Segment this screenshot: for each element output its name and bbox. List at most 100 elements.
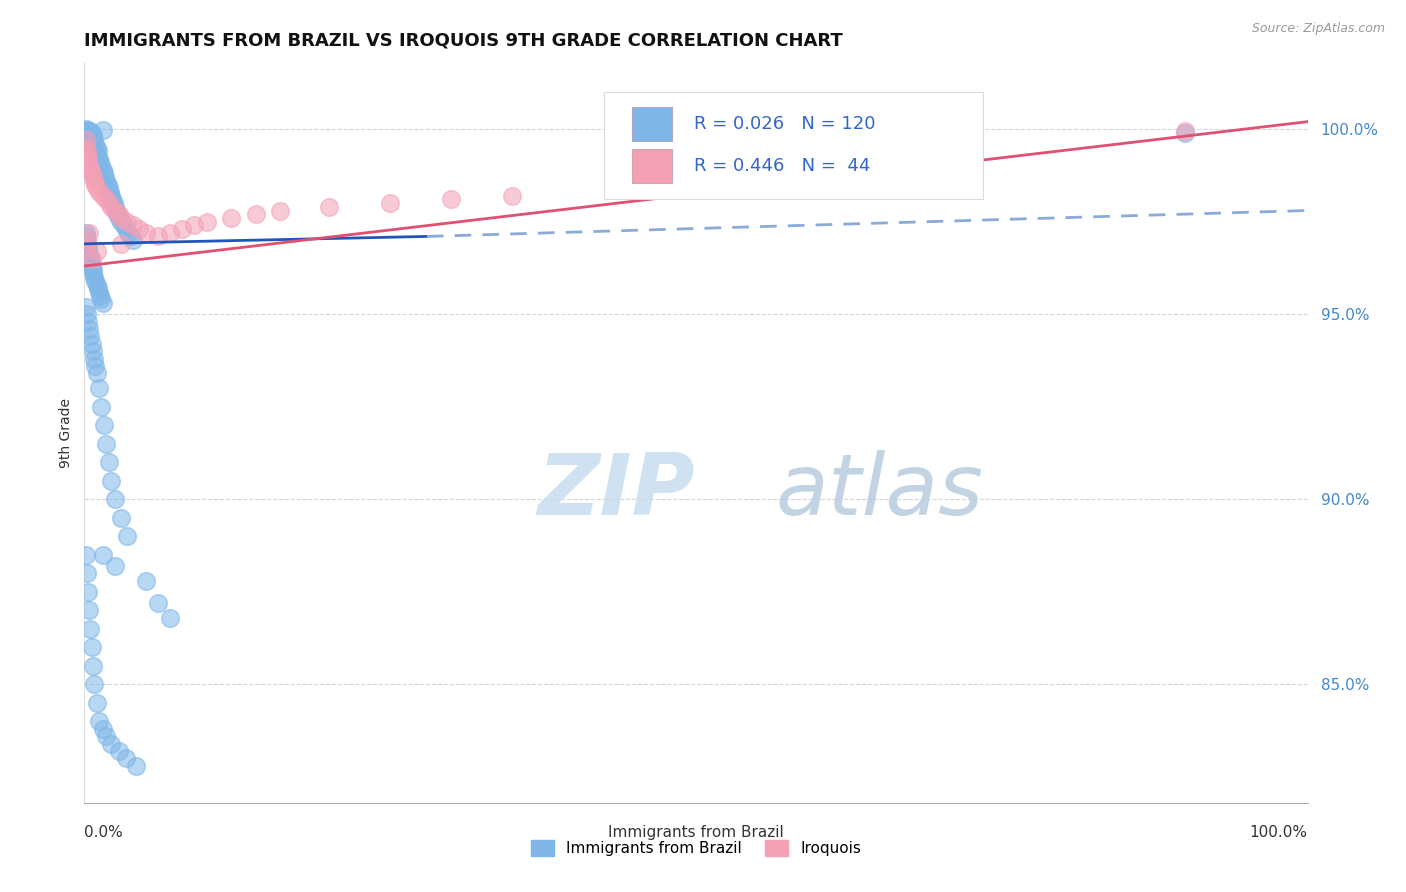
Point: [83, 174, 105, 188]
Point: [172, 222, 194, 236]
Point: [117, 226, 139, 240]
Point: [87, 145, 110, 159]
Point: [77, 133, 100, 147]
Point: [245, 207, 267, 221]
Point: [84, 136, 107, 151]
Point: [122, 233, 145, 247]
Point: [104, 200, 127, 214]
Point: [86, 277, 108, 292]
Point: [104, 492, 127, 507]
Point: [115, 751, 138, 765]
Point: [94, 170, 117, 185]
Point: [100, 200, 122, 214]
Point: [146, 229, 169, 244]
Point: [104, 203, 127, 218]
Point: [84, 274, 107, 288]
Point: [159, 226, 181, 240]
Point: [96, 436, 118, 450]
Point: [89, 155, 111, 169]
Bar: [633, 150, 672, 183]
Point: [159, 611, 181, 625]
Point: [77, 126, 100, 140]
Point: [101, 193, 124, 207]
Point: [125, 759, 148, 773]
Point: [84, 145, 107, 159]
Point: [80, 133, 103, 147]
Point: [83, 133, 105, 147]
Point: [75, 241, 97, 255]
Point: [75, 548, 97, 562]
Point: [269, 203, 291, 218]
Point: [440, 193, 463, 207]
Text: R = 0.026   N = 120: R = 0.026 N = 120: [693, 115, 875, 133]
Point: [82, 129, 104, 144]
Point: [75, 133, 97, 147]
Point: [96, 193, 118, 207]
Point: [96, 174, 118, 188]
Point: [105, 207, 128, 221]
Text: ZIP: ZIP: [537, 450, 695, 533]
Point: [87, 152, 110, 166]
Point: [76, 307, 98, 321]
Legend: Immigrants from Brazil, Iroquois: Immigrants from Brazil, Iroquois: [524, 834, 868, 862]
Point: [93, 418, 115, 433]
Point: [82, 262, 104, 277]
Point: [77, 584, 100, 599]
Point: [100, 474, 122, 488]
Point: [1174, 126, 1197, 140]
Point: [219, 211, 242, 225]
Point: [80, 640, 103, 655]
Text: atlas: atlas: [776, 450, 983, 533]
Point: [115, 222, 138, 236]
Point: [76, 123, 98, 137]
Point: [97, 178, 120, 192]
Point: [110, 214, 132, 228]
Point: [90, 293, 112, 307]
Point: [135, 226, 157, 240]
Point: [110, 236, 132, 251]
Text: 100.0%: 100.0%: [1250, 825, 1308, 840]
Point: [86, 181, 108, 195]
Point: [87, 281, 110, 295]
Point: [77, 129, 100, 144]
Point: [79, 622, 101, 636]
Point: [105, 203, 128, 218]
Point: [110, 211, 132, 225]
Point: [82, 136, 104, 151]
Point: [86, 148, 108, 162]
Point: [91, 162, 114, 177]
Point: [77, 129, 100, 144]
Point: [80, 252, 103, 266]
Text: Immigrants from Brazil: Immigrants from Brazil: [609, 825, 785, 840]
Point: [103, 196, 125, 211]
Point: [107, 211, 129, 225]
Point: [86, 367, 108, 381]
Point: [97, 181, 120, 195]
Point: [77, 315, 100, 329]
Point: [93, 167, 115, 181]
Point: [83, 677, 105, 691]
Point: [135, 574, 157, 588]
Point: [104, 558, 127, 573]
Point: [80, 167, 103, 181]
Point: [107, 744, 129, 758]
Point: [79, 329, 101, 343]
Point: [82, 170, 104, 185]
Point: [77, 159, 100, 173]
Point: [77, 603, 100, 617]
Point: [77, 322, 100, 336]
Point: [100, 737, 122, 751]
Point: [77, 124, 100, 138]
Point: [91, 548, 114, 562]
Point: [1174, 124, 1197, 138]
Point: [82, 344, 104, 359]
Point: [79, 124, 101, 138]
Point: [75, 122, 97, 136]
Point: [80, 336, 103, 351]
Point: [89, 288, 111, 302]
Text: R = 0.446   N =  44: R = 0.446 N = 44: [693, 157, 870, 175]
Point: [115, 529, 138, 543]
Point: [87, 185, 110, 199]
Point: [100, 188, 122, 202]
Point: [76, 126, 98, 140]
